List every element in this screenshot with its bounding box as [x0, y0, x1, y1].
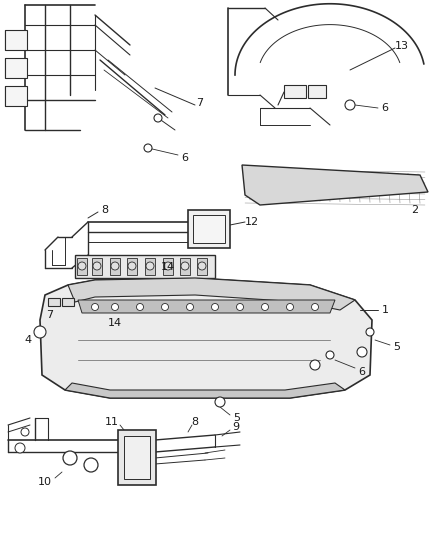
Text: 6: 6 — [358, 367, 365, 377]
Circle shape — [112, 303, 119, 311]
Circle shape — [15, 443, 25, 453]
Circle shape — [198, 262, 206, 270]
Text: 14: 14 — [108, 318, 122, 328]
Bar — [5, 58, 27, 78]
Circle shape — [366, 328, 374, 336]
Text: 2: 2 — [411, 205, 419, 215]
Circle shape — [92, 303, 99, 311]
Circle shape — [357, 347, 367, 357]
Circle shape — [261, 303, 268, 311]
Bar — [77, 258, 87, 275]
Bar — [188, 210, 230, 248]
Bar — [92, 258, 102, 275]
Circle shape — [144, 144, 152, 152]
Text: 7: 7 — [46, 310, 53, 320]
Circle shape — [212, 303, 219, 311]
Text: 14: 14 — [161, 262, 175, 272]
Circle shape — [162, 303, 169, 311]
Text: 13: 13 — [395, 41, 409, 51]
Text: 3: 3 — [141, 285, 148, 295]
Bar — [110, 258, 120, 275]
Bar — [124, 436, 150, 479]
Polygon shape — [65, 383, 345, 398]
Circle shape — [93, 262, 101, 270]
Text: 6: 6 — [181, 153, 188, 163]
Circle shape — [146, 262, 154, 270]
Bar — [308, 85, 326, 98]
Circle shape — [34, 326, 46, 338]
Polygon shape — [78, 300, 335, 313]
Bar — [197, 258, 207, 275]
Text: 6: 6 — [381, 103, 389, 113]
Text: 8: 8 — [102, 205, 109, 215]
Circle shape — [311, 303, 318, 311]
Bar — [163, 258, 173, 275]
Bar — [145, 258, 155, 275]
Circle shape — [181, 262, 189, 270]
Circle shape — [84, 458, 98, 472]
Polygon shape — [75, 255, 215, 278]
Text: 1: 1 — [381, 305, 389, 315]
Bar — [118, 430, 156, 485]
Bar — [62, 298, 74, 306]
Text: 8: 8 — [191, 417, 198, 427]
Circle shape — [345, 100, 355, 110]
Text: 9: 9 — [233, 422, 240, 432]
Bar — [127, 258, 137, 275]
Circle shape — [78, 262, 86, 270]
Circle shape — [187, 303, 194, 311]
Text: 5: 5 — [393, 342, 400, 352]
Circle shape — [111, 262, 119, 270]
Circle shape — [164, 262, 172, 270]
Circle shape — [63, 451, 77, 465]
Text: 5: 5 — [233, 413, 240, 423]
Polygon shape — [40, 278, 372, 398]
Circle shape — [21, 428, 29, 436]
Bar — [284, 85, 306, 98]
Circle shape — [237, 303, 244, 311]
Circle shape — [128, 262, 136, 270]
Bar — [5, 86, 27, 106]
Text: 11: 11 — [105, 417, 119, 427]
Circle shape — [310, 360, 320, 370]
Bar — [5, 30, 27, 50]
Text: 12: 12 — [245, 217, 259, 227]
Bar — [193, 215, 225, 243]
Circle shape — [326, 351, 334, 359]
Text: 7: 7 — [196, 98, 204, 108]
Text: 10: 10 — [38, 477, 52, 487]
Polygon shape — [242, 165, 428, 205]
Bar — [48, 298, 60, 306]
Circle shape — [215, 397, 225, 407]
Bar — [180, 258, 190, 275]
Text: 4: 4 — [25, 335, 32, 345]
Circle shape — [286, 303, 293, 311]
Circle shape — [154, 114, 162, 122]
Circle shape — [137, 303, 144, 311]
Polygon shape — [68, 278, 355, 310]
